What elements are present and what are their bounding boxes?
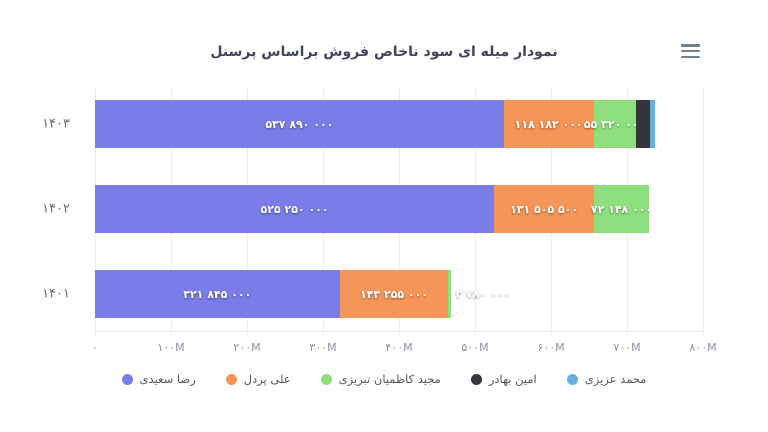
legend-marker-dot: [121, 373, 133, 385]
bar-value-label: ۱۳۱ ۵۰۵ ۵۰۰: [510, 202, 579, 216]
legend-item[interactable]: محمد عزیزی: [566, 372, 647, 386]
bar-segment[interactable]: ۱۴۳ ۲۵۵ ۰۰۰: [339, 270, 449, 318]
bar-row: ۱۴۰۲ ۵۲۵ ۲۵۰ ۰۰۰ ۱۳۱ ۵۰۵ ۵۰۰ ۷۲ ۱۴۸ ۰۰۰: [42, 185, 703, 233]
x-axis-tick-label: ۴۰۰M: [385, 341, 413, 354]
bar-value-label: ۷۲ ۱۴۸ ۰۰۰: [590, 202, 653, 216]
bar-segment[interactable]: [635, 100, 651, 148]
legend-item[interactable]: رضا سعیدی: [121, 372, 196, 386]
bar-row: ۱۴۰۳ ۵۳۷ ۸۹۰ ۰۰۰ ۱۱۸ ۱۸۲ ۰۰۰ ۵۵ ۳۲۰ ۰۰۰: [42, 100, 703, 148]
x-axis-tick-label: ۸۰۰M: [689, 341, 717, 354]
chart-title: نمودار میله ای سود ناخاص فروش براساس پرس…: [210, 44, 558, 60]
y-axis-category-label: ۱۴۰۱: [42, 286, 70, 302]
bar-segment[interactable]: ۱۱۸ ۱۸۲ ۰۰۰: [503, 100, 594, 148]
bar-segment[interactable]: ۳ ۷۸۰ ۰۰۰: [448, 270, 510, 318]
x-axis-tick-label: ۱۰۰M: [157, 341, 185, 354]
bar-value-label: ۵۵ ۳۲۰ ۰۰۰: [583, 117, 646, 131]
bar-value-label: ۵۲۵ ۲۵۰ ۰۰۰: [260, 202, 329, 216]
legend-item-label: علی پردل: [243, 372, 291, 386]
x-axis-tick-label: ۲۰۰M: [233, 341, 261, 354]
legend-item[interactable]: علی پردل: [225, 372, 291, 386]
menu-bar: [681, 55, 700, 59]
hamburger-menu-icon[interactable]: [681, 44, 700, 59]
legend-item-label: مجید کاظمیان تبریزی: [338, 372, 441, 386]
plot-area: ۱۴۰۳ ۵۳۷ ۸۹۰ ۰۰۰ ۱۱۸ ۱۸۲ ۰۰۰ ۵۵ ۳۲۰ ۰۰۰ ۱۴۰۲…: [42, 88, 717, 354]
legend-item[interactable]: امین بهادر: [470, 372, 537, 386]
legend-marker-dot: [225, 373, 237, 385]
legend-item-label: رضا سعیدی: [139, 372, 196, 386]
y-axis-category-label: ۱۴۰۳: [42, 116, 70, 132]
gridline: [703, 88, 704, 337]
bar-segment[interactable]: ۵۳۷ ۸۹۰ ۰۰۰: [95, 100, 504, 148]
bar-segment[interactable]: ۱۳۱ ۵۰۵ ۵۰۰: [494, 185, 595, 233]
bar-value-label: ۳۲۱ ۸۴۵ ۰۰۰: [183, 287, 252, 301]
bar-segment[interactable]: ۷۲ ۱۴۸ ۰۰۰: [590, 185, 653, 233]
legend-item-label: امین بهادر: [488, 372, 537, 386]
x-axis-tick-label: ۶۰۰M: [537, 341, 565, 354]
bar-segment[interactable]: [650, 100, 656, 148]
x-axis-tick-label: ۵۰۰M: [461, 341, 489, 354]
bar-value-label: ۱۱۸ ۱۸۲ ۰۰۰: [514, 117, 583, 131]
y-axis-category-label: ۱۴۰۲: [42, 201, 70, 217]
bar-segment[interactable]: ۳۲۱ ۸۴۵ ۰۰۰: [95, 270, 340, 318]
legend-item[interactable]: مجید کاظمیان تبریزی: [320, 372, 441, 386]
bar-value-label: ۳ ۷۸۰ ۰۰۰: [455, 287, 510, 301]
legend: رضا سعیدی علی پردل مجید کاظمیان تبریزی امین…: [0, 372, 768, 386]
x-axis-tick-label: ۷۰۰M: [613, 341, 641, 354]
menu-bar: [681, 49, 700, 53]
bar-segment[interactable]: ۵۲۵ ۲۵۰ ۰۰۰: [95, 185, 495, 233]
bar-value-label: ۱۴۳ ۲۵۵ ۰۰۰: [359, 287, 429, 301]
legend-marker-dot: [320, 373, 332, 385]
legend-item-label: محمد عزیزی: [584, 372, 647, 386]
bar-segment[interactable]: ۵۵ ۳۲۰ ۰۰۰: [584, 100, 645, 148]
legend-marker-dot: [470, 373, 482, 385]
x-axis-tick-label: ۳۰۰M: [309, 341, 337, 354]
bar-value-label: ۵۳۷ ۸۹۰ ۰۰۰: [265, 117, 334, 131]
menu-bar: [681, 44, 700, 47]
legend-marker-dot: [566, 373, 578, 385]
bars-container: ۱۴۰۳ ۵۳۷ ۸۹۰ ۰۰۰ ۱۱۸ ۱۸۲ ۰۰۰ ۵۵ ۳۲۰ ۰۰۰ ۱۴۰۲…: [42, 88, 703, 355]
bar-row: ۱۴۰۱ ۳۲۱ ۸۴۵ ۰۰۰ ۱۴۳ ۲۵۵ ۰۰۰ ۳ ۷۸۰ ۰۰۰: [42, 270, 703, 318]
x-axis-tick-label: ۰: [92, 341, 98, 354]
